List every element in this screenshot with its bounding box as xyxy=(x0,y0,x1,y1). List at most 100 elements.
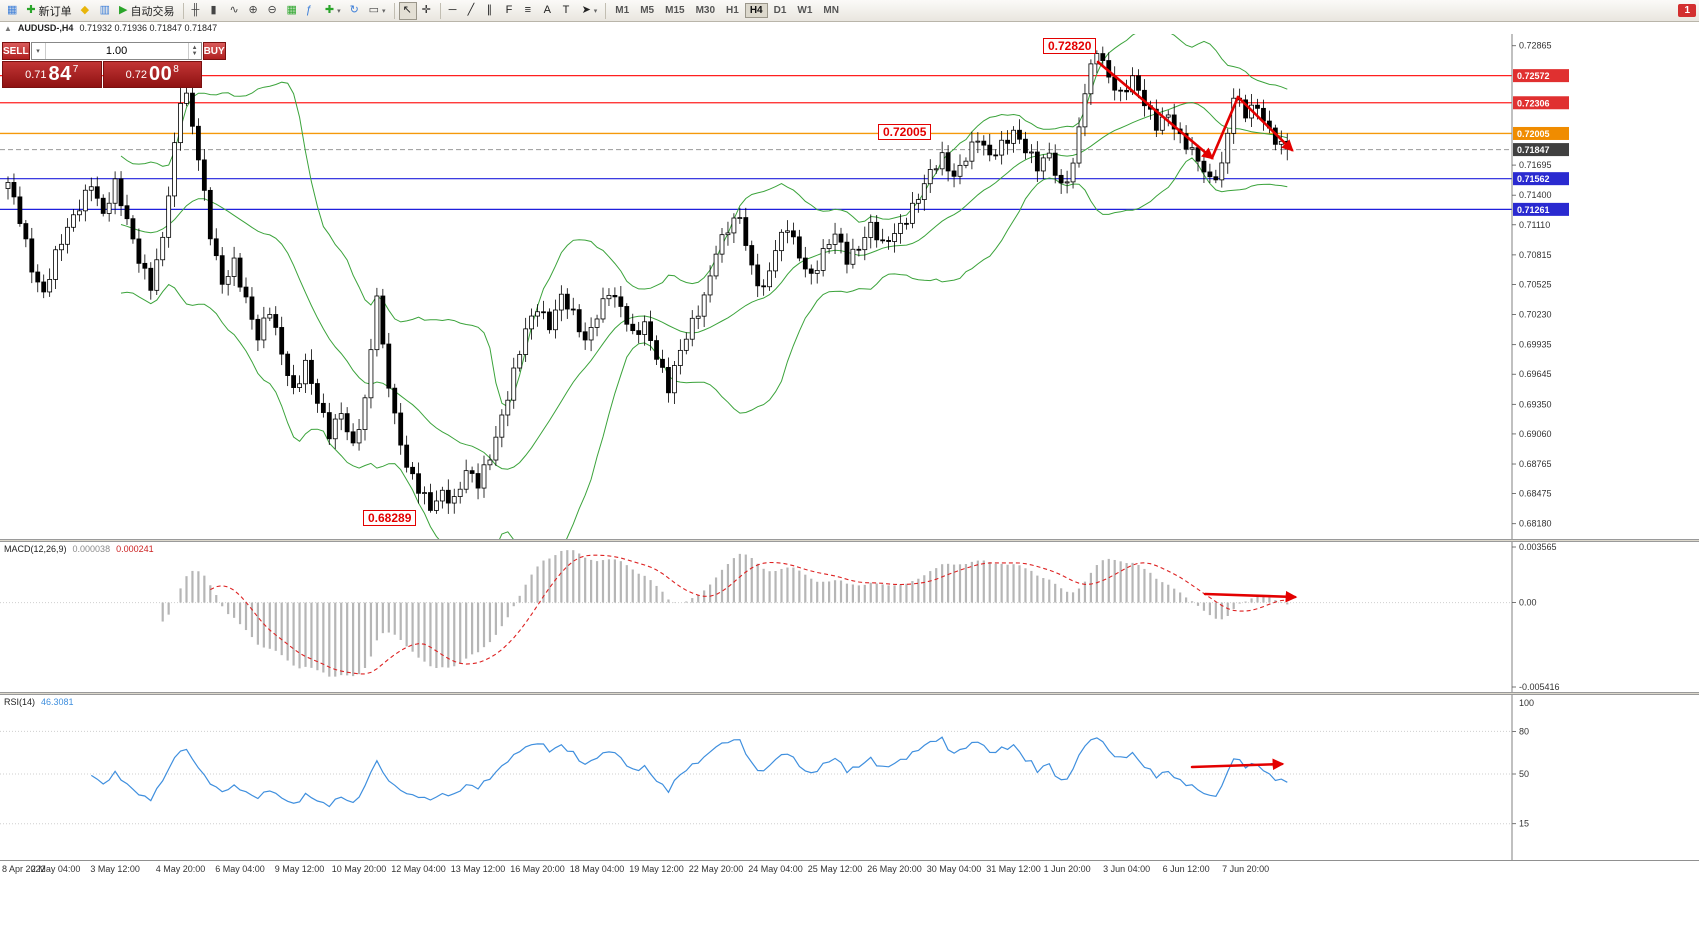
toolbar-separator xyxy=(439,2,441,19)
sell-button[interactable]: SELL xyxy=(2,42,30,60)
timeframe-M15[interactable]: M15 xyxy=(660,3,689,18)
zoom-in-button[interactable]: ⊕ xyxy=(245,2,263,20)
volume-stepper[interactable]: ▲ ▼ xyxy=(187,43,201,59)
time-axis-label: 13 May 12:00 xyxy=(450,864,506,874)
scripts-icon: ◆ xyxy=(80,4,90,16)
timeframe-M1[interactable]: M1 xyxy=(610,3,634,18)
macd-arrow[interactable] xyxy=(1203,590,1298,603)
channel-button[interactable]: ∥ xyxy=(483,2,501,20)
tile-windows-icon: ▦ xyxy=(286,4,297,16)
rsi-canvas[interactable]: 80 50 15 100 xyxy=(0,695,1699,860)
dropdown-arrow-icon: ▾ xyxy=(382,7,386,15)
line-chart-icon: ∿ xyxy=(229,4,239,16)
timeframe-D1[interactable]: D1 xyxy=(769,3,792,18)
price-tag xyxy=(1513,69,1569,83)
levels-button[interactable]: ≡ xyxy=(521,2,539,20)
add-indicator-button[interactable]: ✚ ▾ xyxy=(321,2,345,20)
line-chart-button[interactable]: ∿ xyxy=(226,2,244,20)
stepper-up-icon[interactable]: ▲ xyxy=(191,45,198,51)
history-center-button[interactable]: ▥ xyxy=(96,2,114,20)
time-axis-label: 3 May 12:00 xyxy=(90,864,140,874)
refresh-button[interactable]: ↻ xyxy=(346,2,364,20)
svg-text:0.72005: 0.72005 xyxy=(1517,129,1550,139)
timeframe-H1[interactable]: H1 xyxy=(721,3,744,18)
timeframe-MN[interactable]: MN xyxy=(818,3,844,18)
main-chart-panel: 0.72865 0.71695 0.71400 0.71110 0.70815 0.705… xyxy=(0,34,1699,539)
trend-arrow[interactable] xyxy=(1236,95,1294,152)
trend-arrow[interactable] xyxy=(1210,95,1240,160)
notification-badge[interactable]: 1 xyxy=(1678,4,1696,17)
new-order-button-label: 新订单 xyxy=(38,5,72,18)
time-axis-label: 1 Jun 20:00 xyxy=(1043,864,1091,874)
timeframe-M5[interactable]: M5 xyxy=(635,3,659,18)
rsi-max-label: 100 xyxy=(1519,698,1534,708)
buy-button[interactable]: BUY xyxy=(202,42,226,60)
new-order-button[interactable]: ✚ 新订单 xyxy=(22,2,75,20)
price-axis-tick: 0.69350 xyxy=(1519,399,1552,409)
arrows-button[interactable]: ➤ ▾ xyxy=(578,2,602,20)
stepper-down-icon[interactable]: ▼ xyxy=(191,51,198,57)
zoom-out-button[interactable]: ⊖ xyxy=(264,2,282,20)
time-axis[interactable]: 8 Apr 2022 2 May 04:00 3 May 12:00 4 May 20… xyxy=(0,860,1699,879)
panel-divider[interactable] xyxy=(0,539,1699,542)
horizontal-line-button[interactable]: ─ xyxy=(445,2,463,20)
time-axis-label: 6 May 04:00 xyxy=(215,864,265,874)
label-button[interactable]: T xyxy=(559,2,577,20)
refresh-icon: ↻ xyxy=(349,4,359,16)
timeframe-M30[interactable]: M30 xyxy=(691,3,720,18)
price-tag xyxy=(1513,202,1569,216)
chart-window-button[interactable]: ▦ xyxy=(3,2,21,20)
macd-value: 0.000038 xyxy=(72,544,111,554)
price-label-annotation[interactable]: 0.72820 xyxy=(1043,38,1097,54)
buy-price-button[interactable]: 0.72 00 8 xyxy=(102,61,202,88)
volume-dropdown-icon[interactable]: ▾ xyxy=(32,43,46,59)
trendline-button[interactable]: ╱ xyxy=(464,2,482,20)
rsi-name: RSI(14) xyxy=(4,697,36,707)
macd-indicator-label: MACD(12,26,9) 0.000038 0.000241 xyxy=(4,544,154,554)
horizontal-line-objects[interactable] xyxy=(0,75,1512,210)
price-label-annotation[interactable]: 0.72005 xyxy=(878,124,932,140)
macd-canvas[interactable]: 0.003565 0.00 -0.005416 xyxy=(0,542,1699,692)
timeframe-W1[interactable]: W1 xyxy=(792,3,817,18)
candles-layer xyxy=(5,46,1290,514)
buy-price-prefix: 0.72 xyxy=(125,68,148,81)
main-chart-canvas[interactable]: 0.72865 0.71695 0.71400 0.71110 0.70815 0.705… xyxy=(0,34,1699,539)
scripts-button[interactable]: ◆ xyxy=(77,2,95,20)
chart-ohlc-values: 0.71932 0.71936 0.71847 0.71847 xyxy=(79,23,218,33)
cursor-button[interactable]: ↖ xyxy=(398,1,417,20)
sell-price-button[interactable]: 0.71 84 7 xyxy=(2,61,102,88)
macd-axis-tick: 0.003565 xyxy=(1519,542,1557,552)
one-click-collapse-toggle[interactable]: ▲ xyxy=(4,23,12,33)
price-tag xyxy=(1513,96,1569,110)
fibonacci-button[interactable]: F xyxy=(502,2,520,20)
toolbar-separator xyxy=(393,2,395,19)
text-icon: A xyxy=(543,4,551,16)
volume-input[interactable] xyxy=(45,43,188,59)
new-order-icon: ✚ xyxy=(26,4,36,16)
crosshair-button[interactable]: ✛ xyxy=(418,2,436,20)
candlestick-chart-button[interactable]: ▮ xyxy=(207,2,225,20)
dropdown-arrow-icon: ▾ xyxy=(337,7,341,15)
sell-price-prefix: 0.71 xyxy=(25,68,47,81)
bar-chart-button[interactable]: ╫ xyxy=(188,2,206,20)
buy-price-big: 00 xyxy=(149,63,173,85)
tile-windows-button[interactable]: ▦ xyxy=(283,2,301,20)
indicators-button[interactable]: ƒ xyxy=(302,2,320,20)
svg-text:0.71562: 0.71562 xyxy=(1517,174,1550,184)
rsi-indicator-panel: 80 50 15 100 RSI(14) 46.3081 xyxy=(0,695,1699,860)
price-label-annotation[interactable]: 0.68289 xyxy=(363,510,417,526)
arrows-icon: ➤ xyxy=(581,4,591,16)
trend-arrow[interactable] xyxy=(1096,60,1214,160)
timeframe-H4[interactable]: H4 xyxy=(744,3,768,18)
panel-divider[interactable] xyxy=(0,692,1699,695)
price-axis-tick: 0.72865 xyxy=(1519,41,1552,51)
text-button[interactable]: A xyxy=(540,2,558,20)
time-axis-label: 31 May 12:00 xyxy=(986,864,1041,874)
svg-text:0.71261: 0.71261 xyxy=(1517,205,1550,215)
autotrading-button[interactable]: ▶ 自动交易 xyxy=(115,2,178,20)
templates-button[interactable]: ▭ ▾ xyxy=(365,2,390,20)
price-axis-tick: 0.70525 xyxy=(1519,279,1552,289)
rsi-arrow[interactable] xyxy=(1190,758,1285,771)
